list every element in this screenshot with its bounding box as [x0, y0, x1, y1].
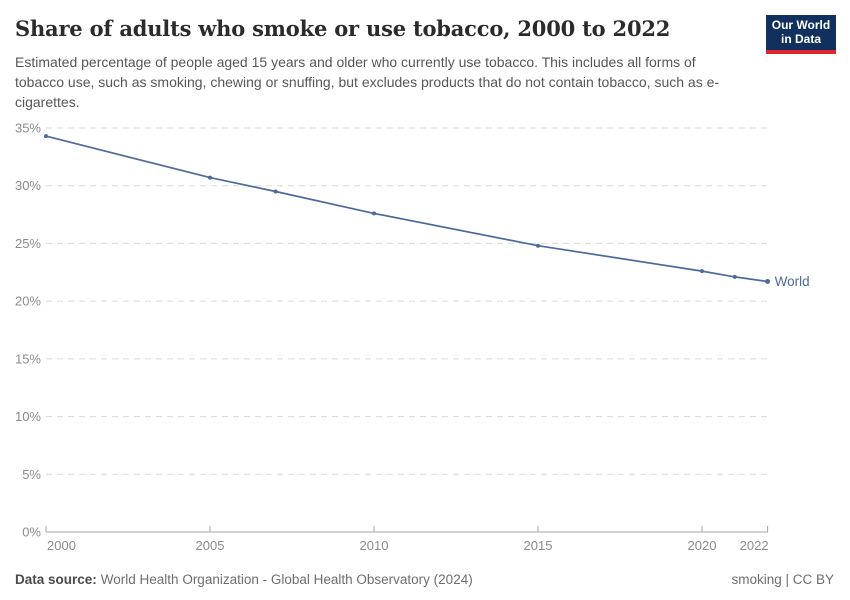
data-point	[208, 175, 212, 180]
data-point	[536, 243, 540, 248]
data-point	[44, 134, 48, 139]
y-tick-label: 15%	[15, 351, 41, 366]
chart-footer: Data source: World Health Organization - …	[15, 572, 834, 587]
data-point	[273, 189, 278, 194]
x-tick-label: 2015	[524, 538, 553, 553]
data-point	[765, 279, 771, 284]
chart-title: Share of adults who smoke or use tobacco…	[15, 16, 671, 41]
data-source-text: World Health Organization - Global Healt…	[100, 572, 473, 587]
x-tick-label: 2005	[196, 538, 225, 553]
y-tick-label: 30%	[15, 178, 41, 193]
data-point	[372, 211, 376, 216]
chart-header: Share of adults who smoke or use tobacco…	[15, 14, 836, 113]
line-chart: 0% 5% 10% 15% 20% 25% 30% 35% 2000 2005 2010 2015 20…	[15, 121, 810, 554]
series-end-label: World	[775, 274, 810, 289]
data-point	[700, 269, 704, 274]
owid-logo-line1: Our World	[771, 18, 831, 32]
x-tick-label: 2010	[360, 538, 389, 553]
x-tick-label: 2020	[688, 538, 717, 553]
owid-logo-line2: in Data	[780, 31, 821, 46]
world-series-line	[45, 135, 769, 283]
x-tick-label: 2022	[740, 538, 769, 553]
footer-license: smoking | CC BY	[731, 572, 834, 587]
y-tick-label: 20%	[15, 294, 41, 309]
data-source: Data source: World Health Organization - …	[15, 572, 473, 587]
owid-logo: Our World in Data	[766, 15, 836, 54]
y-tick-label: 35%	[15, 121, 41, 136]
x-tick-label: 2000	[47, 538, 76, 553]
y-tick-label: 10%	[15, 409, 41, 424]
y-tick-label: 25%	[15, 236, 41, 251]
y-tick-label: 5%	[22, 467, 41, 482]
data-source-label: Data source:	[15, 572, 97, 587]
chart-subtitle: Estimated percentage of people aged 15 y…	[15, 54, 720, 110]
y-tick-label: 0%	[22, 525, 41, 540]
data-point	[732, 274, 737, 279]
